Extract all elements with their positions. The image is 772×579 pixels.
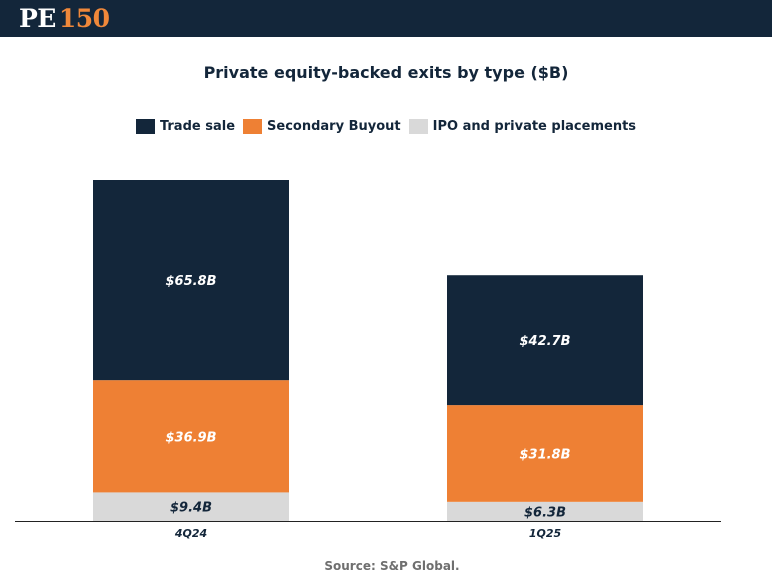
chart-title: Private equity-backed exits by type ($B) [203,63,569,82]
legend-swatch-ipo [408,119,428,134]
data-label-1q25-secondary-buyout: $31.8B [519,447,570,462]
legend-label-secondary-buyout: Secondary Buyout [267,119,401,134]
logo-number: 150 [58,4,110,33]
bar-4q24-ipo-and-private-placements [93,492,289,521]
legend-item-trade-sale: Trade sale [135,119,236,134]
logo-text: PE [19,4,56,33]
x-tick-label-1q25: 1Q25 [529,527,562,540]
bar-4q24-trade-sale [93,180,289,381]
bar-4q24-secondary-buyout [93,380,289,493]
legend-item-secondary-buyout: Secondary Buyout [243,119,401,134]
legend: Trade sale Secondary Buyout IPO and priv… [0,119,772,134]
bar-1q25-trade-sale [447,275,643,406]
legend-item-ipo: IPO and private placements [408,119,637,134]
data-label-4q24-secondary-buyout: $36.9B [165,430,216,445]
source-note: Source: S&P Global. [324,559,460,573]
header-bar: PE 150 [0,0,772,37]
legend-swatch-secondary-buyout [243,119,263,134]
x-tick-label-4q24: 4Q24 [174,527,207,540]
legend-swatch-trade-sale [135,119,155,134]
data-label-1q25-ipo-and-private-placements: $6.3B [524,505,566,520]
pe150-logo[interactable]: PE 150 [19,4,110,34]
data-label-4q24-trade-sale: $65.8B [165,274,216,289]
data-label-1q25-trade-sale: $42.7B [519,334,570,349]
data-label-4q24-ipo-and-private-placements: $9.4B [170,501,212,516]
legend-label-trade-sale: Trade sale [159,119,236,134]
bar-1q25-secondary-buyout [447,405,643,502]
bar-1q25-ipo-and-private-placements [447,501,643,521]
legend-label-ipo: IPO and private placements [432,119,637,134]
